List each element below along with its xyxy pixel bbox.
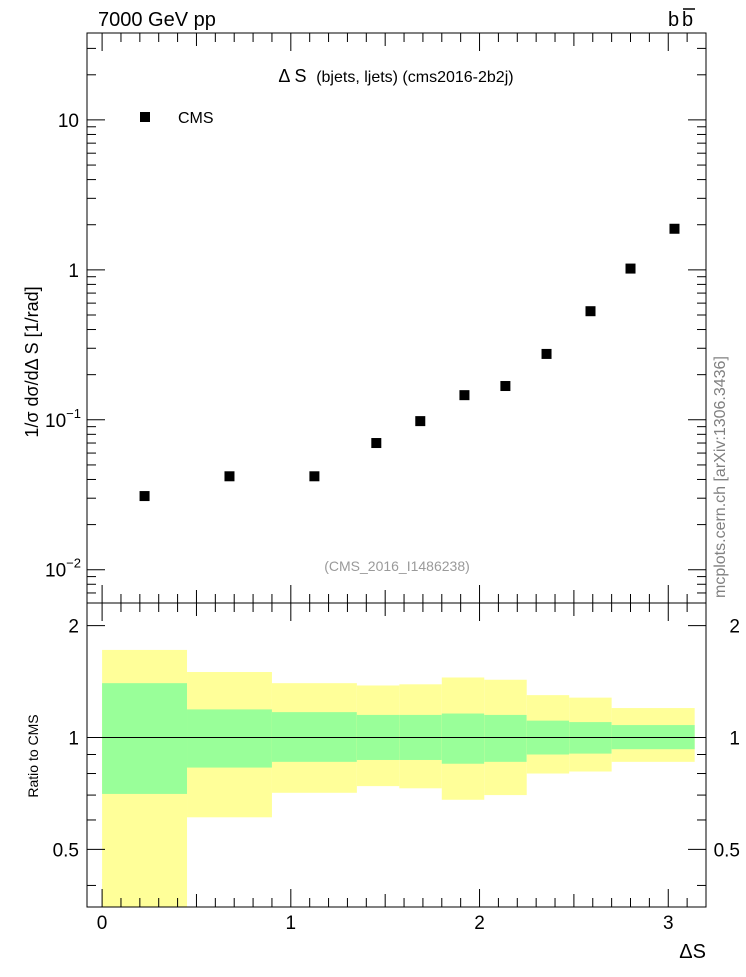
cms-data-point (139, 491, 150, 502)
ratio-y-tick-label: 1 (68, 728, 79, 749)
main-y-tick-label: 1 (68, 261, 79, 282)
cms-data-point (541, 348, 552, 359)
main-y-tick-label-exponent: −1 (66, 406, 81, 421)
process-label: b b (668, 8, 695, 31)
ratio-plot: 0.5 0.5 1 1 2 2 0 1 2 3 Ratio to CMS ΔS (25, 602, 740, 963)
main-title-main: Δ S (278, 66, 306, 86)
ratio-y-ticks: 0.5 0.5 1 1 2 2 (53, 617, 740, 886)
cms-data-point (459, 390, 470, 401)
legend: CMS (140, 110, 214, 127)
process-label-b: b (668, 9, 679, 31)
cms-data-point (224, 471, 235, 482)
main-y-tick-label-exponent: −2 (66, 556, 81, 571)
cms-data-point (309, 471, 320, 482)
ratio-y-tick-label-right: 0.5 (714, 840, 740, 861)
ratio-y-tick-label-right: 1 (729, 728, 740, 749)
ratio-x-tick-label: 1 (286, 913, 297, 934)
y-axis-label: 1/σ dσ/dΔ S [1/rad] (22, 286, 42, 437)
main-y-tick-label: 10 (58, 111, 79, 132)
cms-data-point (500, 381, 511, 392)
ratio-x-tick-label: 0 (97, 913, 108, 934)
ratio-y-tick-label: 2 (68, 617, 79, 638)
main-y-tick-label: 10−2 (45, 556, 81, 582)
data-markers (139, 223, 680, 502)
main-y-tick-label-base: 10 (45, 411, 66, 432)
cms-data-point (669, 223, 680, 234)
ratio-inner-band (441, 713, 485, 764)
ratio-x-tick-label: 3 (663, 913, 674, 934)
ratio-y-label: Ratio to CMS (25, 714, 41, 797)
main-title-sub: (bjets, ljets) (cms2016-2b2j) (316, 69, 513, 86)
collision-label: 7000 GeV pp (98, 9, 216, 31)
ratio-y-tick-label: 0.5 (53, 840, 79, 861)
ratio-x-ticks: 0 1 2 3 (97, 603, 707, 934)
main-y-tick-label-base: 10 (45, 561, 66, 582)
cms-data-point (415, 416, 426, 427)
ratio-frame (86, 602, 707, 908)
legend-label-cms: CMS (178, 110, 214, 127)
ratio-bands (102, 649, 695, 907)
side-label: mcplots.cern.ch [arXiv:1306.3436] (712, 356, 729, 598)
ratio-inner-band (484, 714, 527, 762)
x-axis-label: ΔS (679, 941, 706, 963)
main-x-ticks (101, 33, 707, 603)
cms-data-point (371, 438, 382, 449)
ratio-inner-band (102, 683, 188, 794)
legend-marker-cms (140, 112, 150, 122)
process-label-bbar: b (682, 9, 693, 31)
main-plot: Δ S (bjets, ljets) (cms2016-2b2j) 1/σ dσ… (22, 32, 707, 604)
ratio-x-tick-label: 2 (474, 913, 485, 934)
cms-data-point (585, 306, 596, 317)
cms-data-point (625, 263, 636, 274)
ratio-y-tick-label-right: 2 (729, 617, 740, 638)
ratio-inner-band (187, 709, 272, 768)
main-y-tick-label: 10−1 (45, 406, 81, 432)
main-title: Δ S (bjets, ljets) (cms2016-2b2j) (278, 66, 513, 86)
watermark: (CMS_2016_I1486238) (324, 558, 470, 574)
